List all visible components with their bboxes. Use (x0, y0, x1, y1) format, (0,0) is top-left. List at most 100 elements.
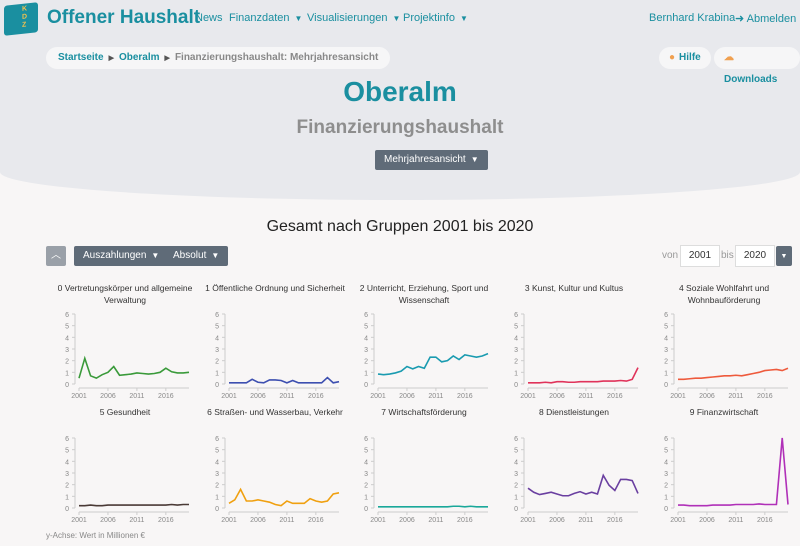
group-chart: 4 Soziale Wohlfahrt und Wohnbauförderung… (650, 282, 798, 400)
view-select[interactable]: Mehrjahresansicht ▼ (375, 150, 488, 170)
group-chart: 9 Finanzwirtschaft 0 1 2 3 4 5 6 2001 2006 2011 201… (650, 406, 798, 524)
y-tick-label: 5 (514, 448, 518, 455)
y-tick-label: 1 (514, 370, 518, 377)
kdz-logo[interactable]: K D Z (4, 2, 38, 36)
cloud-download-icon: ☁ (724, 52, 734, 63)
x-tick-label: 2001 (670, 517, 686, 524)
group-chart: 2 Unterricht, Erziehung, Sport und Wisse… (350, 282, 498, 400)
breadcrumb-oberalm[interactable]: Oberalm (118, 52, 160, 63)
x-tick-label: 2011 (279, 517, 294, 524)
x-tick-label: 2001 (71, 393, 87, 400)
y-tick-label: 2 (514, 359, 518, 366)
x-tick-label: 2016 (757, 393, 773, 400)
y-tick-label: 5 (664, 324, 668, 331)
section-title: Gesamt nach Gruppen 2001 bis 2020 (266, 218, 534, 235)
y-tick-label: 1 (664, 370, 668, 377)
type-select[interactable]: Auszahlungen ▼ (74, 246, 169, 266)
y-tick-label: 5 (664, 448, 668, 455)
y-tick-label: 4 (364, 459, 368, 466)
series-line (377, 352, 489, 376)
y-tick-label: 3 (364, 347, 368, 354)
y-tick-label: 4 (215, 335, 219, 342)
line-chart: 0 1 2 3 4 5 6 2001 2006 2011 2016 (514, 436, 639, 524)
x-tick-label: 2011 (578, 517, 593, 524)
y-tick-label: 3 (65, 347, 69, 354)
y-tick-label: 2 (514, 483, 518, 490)
line-chart: 0 1 2 3 4 5 6 2001 2006 2011 2016 (65, 312, 190, 400)
from-year-input[interactable]: 2001 (680, 245, 720, 267)
x-tick-label: 2006 (100, 517, 116, 524)
y-tick-label: 4 (65, 459, 69, 466)
line-chart: 0 1 2 3 4 5 6 2001 2006 2011 2016 (664, 312, 789, 400)
collapse-button[interactable]: ︿ (46, 246, 66, 266)
y-tick-label: 5 (364, 324, 368, 331)
group-chart: 5 Gesundheit 0 1 2 3 4 5 6 2001 2006 2011 2016 (51, 406, 199, 524)
y-tick-label: 1 (514, 494, 518, 501)
group-chart: 1 Öffentliche Ordnung und Sicherheit 0 1 2 3… (201, 282, 349, 400)
y-tick-label: 0 (514, 382, 518, 389)
y-tick-label: 3 (65, 471, 69, 478)
y-tick-label: 0 (215, 506, 219, 513)
to-year-input[interactable]: 2020 (735, 245, 775, 267)
y-tick-label: 4 (514, 335, 518, 342)
line-chart: 0 1 2 3 4 5 6 2001 2006 2011 2016 (215, 436, 340, 524)
y-tick-label: 6 (514, 436, 518, 443)
series-line (678, 367, 789, 381)
line-chart: 0 1 2 3 4 5 6 2001 2006 2011 2016 (364, 436, 488, 524)
x-tick-label: 2016 (158, 393, 174, 400)
x-tick-label: 2011 (129, 393, 144, 400)
nav-news[interactable]: News (195, 12, 223, 24)
logout-label: Abmelden (746, 13, 797, 25)
x-tick-label: 2016 (607, 393, 623, 400)
logout-link[interactable]: ➜ Abmelden (735, 12, 796, 25)
y-tick-label: 2 (364, 359, 368, 366)
caret-down-icon: ▼ (459, 14, 468, 23)
nav-label: Finanzdaten (229, 12, 290, 24)
breadcrumb-startseite[interactable]: Startseite (58, 52, 104, 63)
mode-select[interactable]: Absolut ▼ (164, 246, 229, 266)
x-tick-label: 2006 (549, 393, 565, 400)
y-tick-label: 0 (664, 382, 668, 389)
x-tick-label: 2006 (549, 517, 565, 524)
y-tick-label: 4 (664, 459, 668, 466)
chart-title: 1 Öffentliche Ordnung und Sicherheit (205, 283, 345, 293)
year-range-dropdown[interactable]: ▼ (776, 246, 792, 266)
x-tick-label: 2016 (457, 393, 473, 400)
series-line (378, 505, 488, 508)
x-tick-label: 2006 (250, 393, 266, 400)
x-tick-label: 2016 (158, 517, 174, 524)
y-tick-label: 1 (664, 494, 668, 501)
x-tick-label: 2006 (100, 393, 116, 400)
x-tick-label: 2016 (607, 517, 623, 524)
y-tick-label: 5 (514, 324, 518, 331)
y-tick-label: 3 (215, 471, 219, 478)
page-subtitle: Finanzierungshaushalt (296, 117, 504, 138)
x-tick-label: 2016 (757, 517, 773, 524)
y-tick-label: 3 (364, 471, 368, 478)
y-tick-label: 0 (65, 382, 69, 389)
caret-down-icon: ▼ (392, 14, 401, 23)
y-tick-label: 2 (215, 359, 219, 366)
view-select-label: Mehrjahresansicht (384, 154, 466, 165)
x-tick-label: 2011 (728, 517, 743, 524)
nav-finanzdaten[interactable]: Finanzdaten ▼ (229, 12, 302, 24)
y-tick-label: 0 (664, 506, 668, 513)
series-line (527, 473, 639, 497)
y-tick-label: 2 (215, 483, 219, 490)
group-chart: 3 Kunst, Kultur und Kultus 0 1 2 3 4 5 6 2001 200… (500, 282, 648, 400)
y-tick-label: 3 (664, 471, 668, 478)
help-button[interactable]: ● Hilfe (659, 47, 711, 69)
x-tick-label: 2001 (520, 517, 536, 524)
y-tick-label: 5 (65, 448, 69, 455)
chart-title: 3 Kunst, Kultur und Kultus (524, 283, 624, 293)
user-link[interactable]: Bernhard Krabina (649, 12, 736, 24)
downloads-button[interactable]: ☁ Downloads (714, 47, 800, 85)
brand-link[interactable]: Offener Haushalt (47, 7, 201, 28)
y-tick-label: 4 (215, 459, 219, 466)
sign-out-icon: ➜ (735, 13, 745, 25)
nav-visualisierungen[interactable]: Visualisierungen ▼ (307, 12, 400, 24)
x-tick-label: 2001 (370, 393, 386, 400)
x-tick-label: 2006 (699, 517, 715, 524)
nav-projektinfo[interactable]: Projektinfo ▼ (403, 12, 468, 24)
downloads-label: Downloads (724, 74, 778, 85)
